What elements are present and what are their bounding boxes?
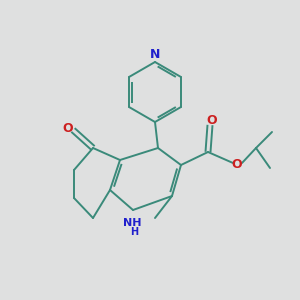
- Text: O: O: [63, 122, 73, 134]
- Text: N: N: [150, 48, 160, 61]
- Text: O: O: [207, 115, 217, 128]
- Text: NH: NH: [123, 218, 141, 228]
- Text: O: O: [232, 158, 242, 170]
- Text: H: H: [130, 227, 138, 237]
